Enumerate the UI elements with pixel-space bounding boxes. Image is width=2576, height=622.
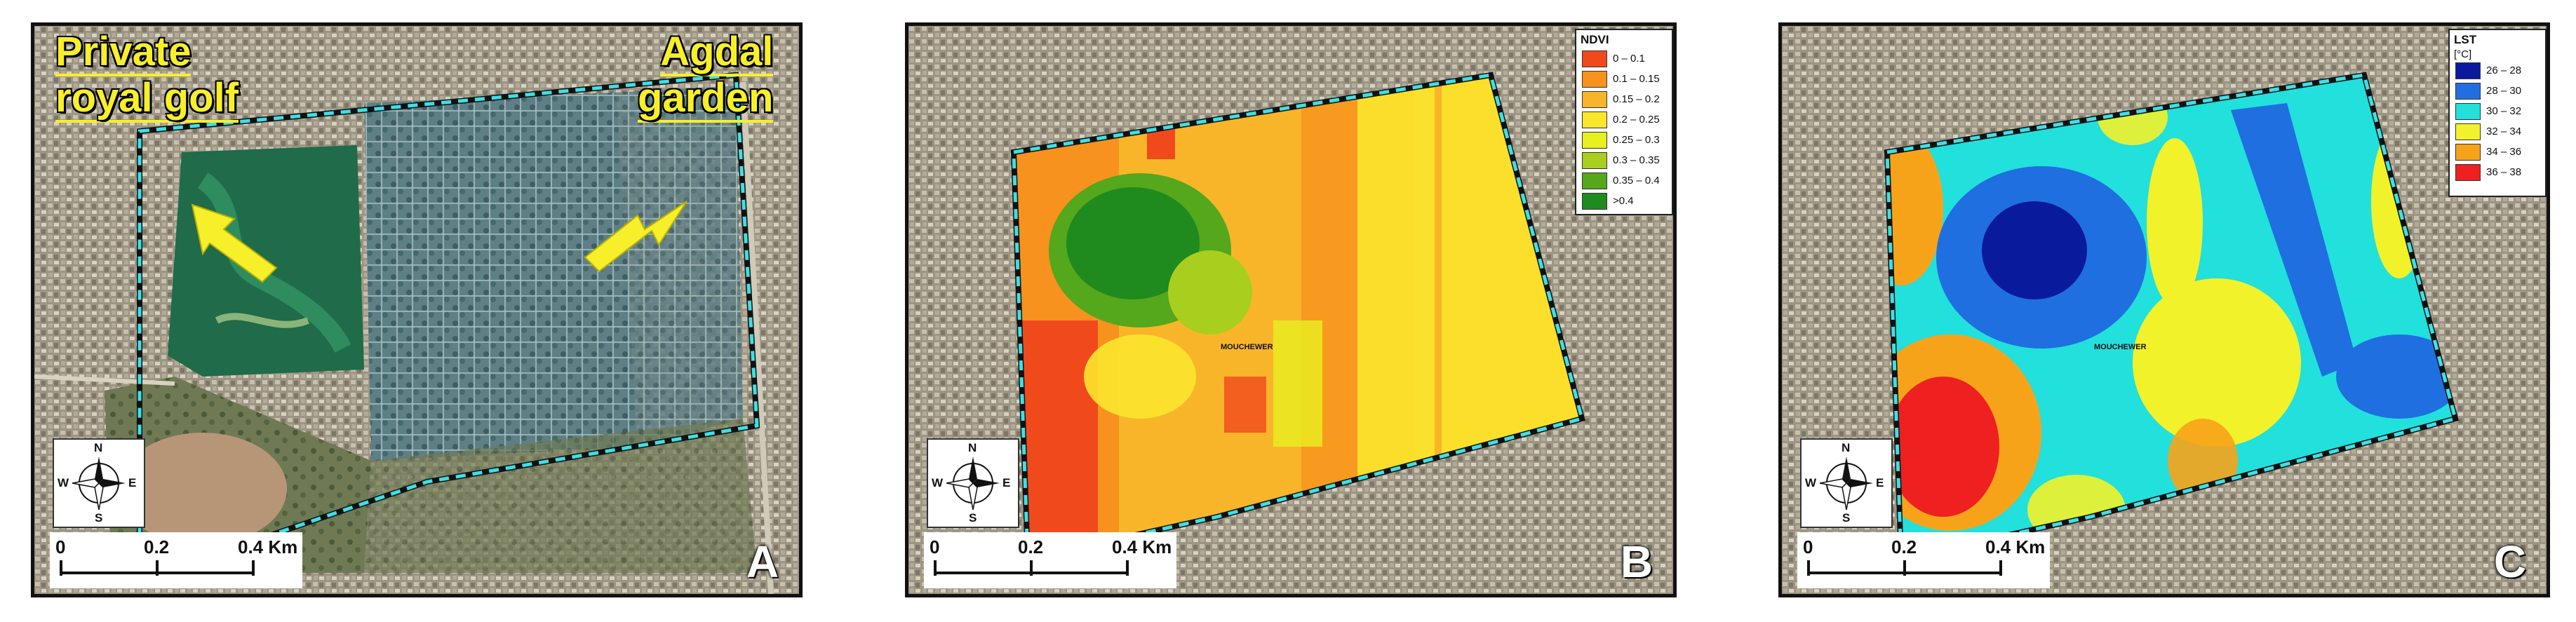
ndvi-legend-label: 0.15 – 0.2	[1613, 93, 1660, 105]
lst-legend-label: 28 – 30	[2486, 85, 2522, 97]
ndvi-legend-item: 0.2 – 0.25	[1576, 109, 1672, 130]
west-label: W	[932, 476, 944, 489]
north-arrow: N S E W	[1800, 438, 1893, 528]
lst-legend-swatch	[2455, 102, 2481, 120]
scale-tick-0-4-km: 0.4 Km	[1112, 536, 1172, 557]
map-tag-c: MOUCHEWER	[2094, 343, 2147, 351]
north-label: N	[968, 441, 977, 454]
scale-tick-0: 0	[930, 536, 940, 557]
north-arrow: N S E W	[53, 438, 145, 528]
map-panel-c: MOUCHEWER LST [°C] 26 – 28 28 – 30 30 – 32…	[1778, 22, 2550, 597]
ndvi-legend-item: 0.3 – 0.35	[1576, 150, 1672, 170]
ndvi-legend-swatch	[1582, 50, 1607, 67]
lst-legend-item: 28 – 30	[2450, 81, 2545, 101]
south-label: S	[969, 511, 977, 525]
scale-bar: 0 0.2 0.4 Km	[1797, 532, 2050, 588]
ndvi-legend-swatch	[1582, 172, 1607, 189]
ndvi-legend-item: 0.15 – 0.2	[1576, 89, 1672, 109]
ndvi-legend-label: 0.2 – 0.25	[1613, 114, 1660, 126]
ndvi-legend-label: 0 – 0.1	[1613, 53, 1645, 65]
panel-letter-b: B	[1620, 536, 1653, 587]
west-label: W	[1805, 476, 1817, 489]
map-panel-b: MOUCHEWER NDVI 0 – 0.1 0.1 – 0.15 0.15 – 0…	[905, 22, 1677, 597]
agdal-garden-label: Agdal garden	[638, 30, 774, 123]
lst-legend-swatch	[2455, 62, 2481, 79]
south-label: S	[95, 511, 103, 525]
lst-legend-label: 32 – 34	[2486, 126, 2522, 137]
south-label: S	[1842, 511, 1851, 525]
west-label: W	[58, 476, 69, 489]
ndvi-legend-label: 0.35 – 0.4	[1613, 175, 1660, 187]
ndvi-legend: NDVI 0 – 0.1 0.1 – 0.15 0.15 – 0.2 0.2 – 0.…	[1575, 29, 1673, 215]
ndvi-legend-swatch	[1582, 192, 1607, 210]
lst-legend-item: 26 – 28	[2450, 60, 2545, 81]
scale-tick-0: 0	[55, 536, 66, 557]
scale-bar: 0 0.2 0.4 Km	[924, 532, 1176, 588]
lst-legend-title: LST	[2454, 33, 2477, 46]
scale-tick-0-2: 0.2	[1891, 536, 1917, 557]
map-tag-b: MOUCHEWER	[1221, 343, 1273, 351]
east-label: E	[1876, 476, 1884, 489]
ndvi-legend-title: NDVI	[1581, 33, 1609, 46]
ndvi-legend-label: 0.25 – 0.3	[1613, 134, 1660, 146]
ndvi-legend-swatch	[1582, 90, 1607, 108]
scale-tick-0-4-km: 0.4 Km	[1985, 536, 2046, 557]
scale-tick-0-4-km: 0.4 Km	[238, 536, 298, 557]
lst-legend-item: 34 – 36	[2450, 142, 2545, 162]
ndvi-legend-item: >0.4	[1576, 191, 1672, 211]
lst-legend-swatch	[2455, 82, 2481, 100]
north-label: N	[94, 441, 103, 454]
scale-tick-0-2: 0.2	[1018, 536, 1044, 557]
lst-legend-item: 30 – 32	[2450, 101, 2545, 121]
lst-legend-swatch	[2455, 163, 2481, 181]
ndvi-legend-item: 0.35 – 0.4	[1576, 170, 1672, 191]
lst-legend: LST [°C] 26 – 28 28 – 30 30 – 32 32 – 34 34 …	[2448, 29, 2547, 197]
lst-legend-label: 34 – 36	[2486, 146, 2522, 158]
ndvi-legend-item: 0.1 – 0.15	[1576, 69, 1672, 89]
ndvi-legend-swatch	[1582, 70, 1607, 88]
private-royal-golf-label: Private royal golf	[55, 30, 239, 123]
panel-letter-c: C	[2493, 536, 2527, 587]
scale-bar-graphic	[60, 560, 255, 576]
lst-legend-unit: [°C]	[2454, 48, 2472, 60]
ndvi-legend-label: 0.1 – 0.15	[1613, 73, 1660, 85]
lst-legend-item: 36 – 38	[2450, 162, 2545, 182]
scale-bar: 0 0.2 0.4 Km	[50, 532, 302, 588]
ndvi-legend-item: 0.25 – 0.3	[1576, 130, 1672, 150]
lst-legend-label: 30 – 32	[2486, 105, 2522, 117]
ndvi-legend-swatch	[1582, 131, 1607, 149]
north-arrow: N S E W	[927, 438, 1019, 528]
ndvi-legend-item: 0 – 0.1	[1576, 48, 1672, 69]
panel-letter-a: A	[746, 536, 779, 587]
lst-legend-item: 32 – 34	[2450, 121, 2545, 142]
ndvi-legend-swatch	[1582, 151, 1607, 169]
scale-bar-graphic	[1807, 560, 2002, 576]
lst-legend-label: 26 – 28	[2486, 65, 2522, 76]
compass-rose-icon	[1819, 457, 1873, 511]
lst-legend-label: 36 – 38	[2486, 166, 2522, 178]
lst-map	[1782, 26, 2547, 594]
compass-rose-icon	[946, 457, 1000, 511]
ndvi-map	[908, 26, 1673, 594]
ndvi-legend-swatch	[1582, 111, 1607, 128]
scale-tick-0: 0	[1803, 536, 1813, 557]
north-label: N	[1842, 441, 1851, 454]
east-label: E	[1002, 476, 1011, 489]
ndvi-legend-label: 0.3 – 0.35	[1613, 154, 1660, 166]
east-label: E	[128, 476, 137, 489]
map-panel-a: Private royal golf Agdal garden N S E W …	[31, 22, 803, 597]
compass-rose-icon	[72, 457, 126, 511]
lst-legend-swatch	[2455, 123, 2481, 140]
scale-bar-graphic	[934, 560, 1129, 576]
lst-legend-swatch	[2455, 143, 2481, 161]
ndvi-legend-label: >0.4	[1613, 195, 1634, 207]
scale-tick-0-2: 0.2	[144, 536, 170, 557]
